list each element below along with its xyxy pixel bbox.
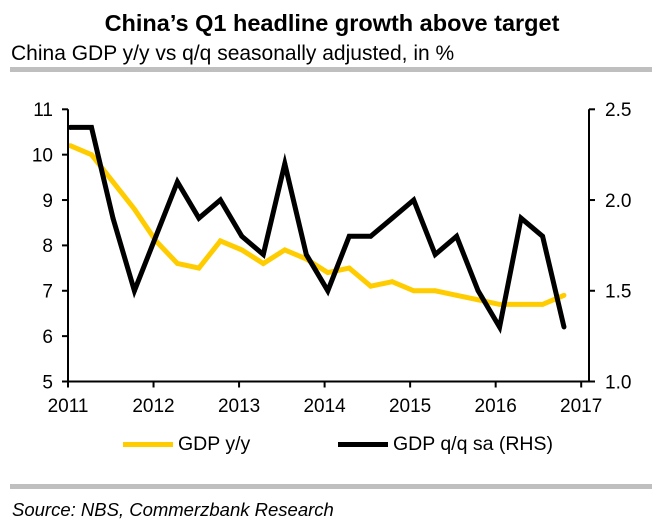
data-point-gdp-qq	[217, 197, 223, 203]
data-point-gdp-yy	[325, 270, 331, 276]
x-tick-label: 2017	[560, 396, 602, 417]
chart-subtitle: China GDP y/y vs q/q seasonally adjusted…	[11, 42, 455, 65]
data-point-gdp-qq	[561, 324, 567, 330]
data-point-gdp-qq	[89, 125, 94, 130]
data-point-gdp-qq	[303, 252, 309, 257]
data-point-gdp-yy	[175, 261, 180, 266]
data-point-gdp-qq	[196, 215, 202, 221]
chart-title: China’s Q1 headline growth above target	[104, 10, 560, 36]
y-left-tick-label: 11	[33, 100, 53, 121]
legend-label-gdp-qq: GDP q/q sa (RHS)	[393, 433, 554, 455]
data-point-gdp-qq	[175, 179, 180, 185]
data-point-gdp-qq	[110, 215, 116, 221]
x-tick-label: 2013	[218, 396, 260, 417]
data-point-gdp-yy	[540, 301, 545, 307]
y-right-tick-label: 2.0	[605, 191, 631, 212]
data-point-gdp-qq	[132, 288, 137, 294]
data-point-gdp-qq	[497, 324, 502, 330]
data-point-gdp-qq	[325, 288, 331, 294]
series-line-gdp-yy	[69, 143, 565, 307]
data-point-gdp-qq	[368, 233, 374, 239]
y-left-tick-label: 6	[42, 327, 53, 348]
data-point-gdp-yy	[346, 265, 352, 271]
data-point-gdp-yy	[368, 283, 374, 289]
legend-swatch-gdp-qq	[338, 441, 388, 447]
data-point-gdp-yy	[132, 206, 137, 212]
data-point-gdp-qq	[239, 233, 245, 239]
x-tick-label: 2015	[389, 396, 431, 417]
data-point-gdp-yy	[89, 152, 94, 158]
data-point-gdp-qq	[454, 233, 460, 239]
y-left-tick-label: 7	[42, 282, 53, 303]
x-tick-label: 2016	[475, 396, 517, 417]
top-divider	[10, 67, 652, 72]
data-point-gdp-yy	[389, 279, 395, 285]
data-point-gdp-qq	[518, 215, 524, 221]
y-right-tick-label: 1.5	[605, 282, 631, 303]
data-point-gdp-qq	[282, 161, 288, 167]
data-point-gdp-yy	[282, 247, 288, 253]
source-note: Source: NBS, Commerzbank Research	[12, 499, 334, 520]
bottom-divider	[10, 484, 652, 489]
series-line-gdp-qq	[70, 124, 567, 335]
data-point-gdp-yy	[196, 265, 202, 271]
data-point-gdp-yy	[475, 297, 481, 303]
x-tick-label: 2014	[303, 396, 346, 417]
y-right-tick-label: 2.5	[605, 100, 631, 121]
y-left-tick-label: 10	[32, 146, 53, 167]
data-point-gdp-yy	[411, 288, 417, 294]
data-point-gdp-qq	[153, 233, 159, 239]
data-point-gdp-yy	[518, 301, 524, 307]
y-right-tick-label: 1.0	[605, 372, 631, 393]
legend-swatch-gdp-yy	[123, 441, 173, 447]
chart-plot-area: 5 6 7 8 9 10 11 1.0 1.5 2.0 2.5 2011 2012 2013 2014 201…	[32, 100, 632, 417]
x-tick-label: 2011	[48, 396, 89, 417]
data-point-gdp-yy	[432, 288, 438, 294]
data-point-gdp-qq	[411, 197, 417, 203]
data-point-gdp-yy	[217, 238, 223, 244]
data-point-gdp-qq	[432, 252, 438, 257]
data-point-gdp-yy	[239, 247, 245, 253]
legend-label-gdp-yy: GDP y/y	[178, 433, 251, 455]
data-point-gdp-qq	[475, 288, 481, 294]
data-point-gdp-yy	[260, 261, 266, 266]
y-left-tick-label: 5	[42, 372, 53, 393]
data-point-gdp-yy	[110, 179, 116, 185]
data-point-gdp-qq	[540, 233, 545, 239]
data-point-gdp-yy	[561, 292, 567, 298]
data-point-gdp-qq	[260, 252, 266, 257]
y-left-tick-label: 9	[42, 191, 53, 212]
data-point-gdp-qq	[389, 215, 395, 221]
data-point-gdp-qq	[346, 233, 352, 239]
data-point-gdp-yy	[497, 301, 502, 307]
data-point-gdp-yy	[454, 292, 460, 298]
y-left-tick-label: 8	[42, 236, 53, 257]
x-tick-label: 2012	[132, 396, 174, 417]
